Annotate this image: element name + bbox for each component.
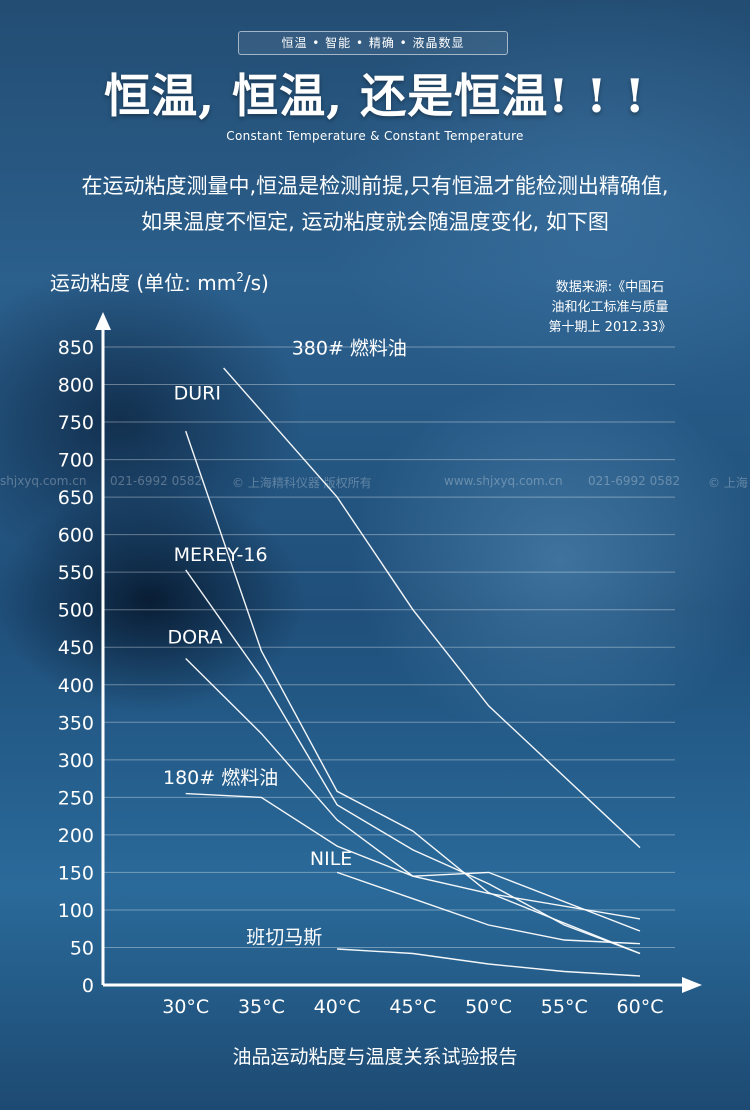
series-line — [185, 430, 641, 955]
source-line-1: 数据来源:《中国石 — [555, 280, 665, 295]
data-source-note: 数据来源:《中国石 油和化工标准与质量 第十期上 2012.33》 — [520, 278, 700, 338]
series-line — [185, 658, 641, 920]
y-tick-label: 850 — [58, 337, 94, 359]
y-tick-label: 350 — [58, 712, 94, 734]
watermark-text: 021-6992 0582 — [588, 474, 681, 488]
watermark-text: © 上海 — [708, 476, 748, 490]
y-tick-label: 700 — [58, 450, 94, 472]
series-labels: 380# 燃料油 DURI MEREY-16 DORA 180# 燃料油 NILE 班切马斯 — [163, 338, 407, 949]
y-tick-label: 600 — [58, 525, 94, 547]
x-axis-arrow — [682, 977, 702, 993]
series-lines — [185, 367, 641, 977]
chart-caption: 油品运动粘度与温度关系试验报告 — [232, 1046, 518, 1068]
intro-line-2: 如果温度不恒定, 运动粘度就会随温度变化, 如下图 — [141, 210, 609, 234]
y-tick-label: 100 — [58, 900, 94, 922]
series-line — [185, 569, 641, 955]
series-label: 180# 燃料油 — [163, 767, 278, 789]
y-axis-label-main: 运动粘度 (单位: mm — [50, 271, 236, 295]
x-tick-label: 40°C — [314, 996, 361, 1018]
series-line — [337, 948, 641, 977]
y-axis-label: 运动粘度 (单位: mm2/s) — [50, 270, 269, 295]
x-tick-label: 35°C — [238, 996, 285, 1018]
y-axis-arrow — [95, 312, 111, 330]
watermark-text: shjxyq.com.cn — [0, 474, 87, 488]
x-tick-labels: 30°C 35°C 40°C 45°C 50°C 55°C 60°C — [162, 996, 663, 1018]
watermark-text: www.shjxyq.com.cn — [444, 474, 563, 488]
series-line — [185, 792, 641, 932]
y-axis-label-tail: /s) — [244, 271, 269, 295]
y-tick-label: 550 — [58, 562, 94, 584]
y-tick-label: 250 — [58, 787, 94, 809]
page-title: 恒温, 恒温, 还是恒温! ! ! — [104, 69, 646, 123]
series-label: DORA — [168, 626, 223, 648]
english-subtitle: Constant Temperature & Constant Temperat… — [226, 129, 524, 143]
y-axis-label-sup: 2 — [236, 270, 244, 284]
y-tick-label: 200 — [58, 825, 94, 847]
x-tick-label: 60°C — [617, 996, 664, 1018]
series-line — [223, 367, 641, 849]
y-tick-labels: 0 50 100 150 200 250 300 350 400 450 500 550 600 650 7… — [58, 337, 94, 997]
series-label: 380# 燃料油 — [292, 338, 407, 360]
y-tick-label: 750 — [58, 412, 94, 434]
feature-badge: 恒温 • 智能 • 精确 • 液晶数显 — [238, 31, 508, 55]
y-tick-label: 800 — [58, 375, 94, 397]
series-line — [336, 871, 641, 945]
intro-line-1: 在运动粘度测量中,恒温是检测前提,只有恒温才能检测出精确值, — [81, 174, 669, 198]
source-line-3: 第十期上 2012.33》 — [548, 320, 672, 335]
series-label: NILE — [310, 848, 352, 870]
watermark-text: 021-6992 0582 — [110, 474, 203, 488]
axes — [95, 312, 702, 993]
series-label: MEREY-16 — [174, 544, 268, 566]
y-tick-label: 450 — [58, 637, 94, 659]
x-tick-label: 55°C — [541, 996, 588, 1018]
y-tick-label: 150 — [58, 862, 94, 884]
series-label: 班切马斯 — [246, 927, 322, 949]
y-tick-label: 650 — [58, 487, 94, 509]
series-label: DURI — [174, 383, 221, 405]
y-tick-label: 400 — [58, 675, 94, 697]
y-tick-label: 50 — [70, 937, 94, 959]
y-tick-label: 0 — [82, 975, 94, 997]
x-tick-label: 45°C — [389, 996, 436, 1018]
y-tick-label: 300 — [58, 750, 94, 772]
watermark-text: © 上海精科仪器 版权所有 — [232, 476, 372, 490]
x-tick-label: 50°C — [465, 996, 512, 1018]
x-tick-label: 30°C — [162, 996, 209, 1018]
source-line-2: 油和化工标准与质量 — [551, 300, 669, 315]
y-tick-label: 500 — [58, 600, 94, 622]
grid-lines — [103, 346, 675, 948]
